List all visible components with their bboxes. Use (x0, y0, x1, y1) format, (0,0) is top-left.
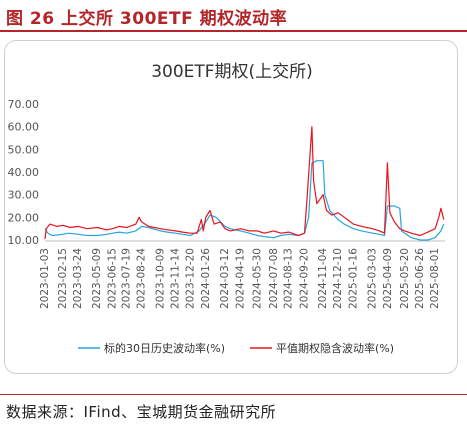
x-tick-label: 2024-03-12 (219, 248, 231, 309)
x-axis: 2023-01-03 2023-02-15 2023-03-24 2023-05-09… (39, 240, 445, 309)
x-tick-label: 2023-11-14 (170, 248, 182, 309)
y-tick-label: 60.00 (8, 121, 40, 134)
x-tick-label: 2023-12-20 (184, 248, 196, 309)
y-tick-label: 10.00 (8, 234, 40, 247)
bottom-rule (0, 394, 467, 395)
x-tick-label: 2023-01-03 (39, 248, 51, 309)
top-rule (0, 30, 467, 32)
series-line-implied-volatility (44, 126, 445, 239)
x-tick-label: 2023-07-19 (121, 248, 133, 309)
x-tick-label: 2025-01-16 (347, 248, 359, 309)
y-tick-label: 50.00 (8, 143, 40, 156)
x-tick-label: 2024-05-30 (252, 248, 264, 309)
x-tick-label: 2023-05-09 (91, 248, 103, 309)
x-tick-label: 2024-07-08 (268, 248, 280, 309)
chart-title: 300ETF期权(上交所) (151, 62, 313, 82)
legend-label: 平值期权隐含波动率(%) (276, 341, 394, 355)
x-tick-label: 2025-08-01 (429, 248, 441, 309)
y-tick-label: 40.00 (8, 166, 40, 179)
y-tick-label: 70.00 (8, 98, 40, 111)
x-tick-label: 2024-04-19 (235, 248, 247, 309)
chart-frame (4, 40, 458, 374)
source-note: 数据来源：IFind、宝城期货金融研究所 (6, 403, 277, 421)
y-tick-label: 30.00 (8, 189, 40, 202)
x-tick-label: 2023-06-15 (107, 248, 119, 309)
x-tick-label: 2024-01-26 (200, 248, 212, 309)
x-tick-label: 2023-03-24 (72, 248, 84, 309)
x-tick-label: 2023-08-24 (136, 248, 148, 309)
x-tick-label: 2025-05-20 (399, 248, 411, 309)
series-line-historical-volatility (44, 160, 445, 241)
figure-header: 图 26 上交所 300ETF 期权波动率 (0, 0, 467, 31)
x-tick-label: 2025-06-26 (414, 248, 426, 309)
figure-title: 图 26 上交所 300ETF 期权波动率 (6, 9, 288, 29)
x-tick-label: 2024-12-10 (332, 248, 344, 309)
y-tick-label: 20.00 (8, 211, 40, 224)
x-tick-label: 2024-09-20 (298, 248, 310, 309)
x-tick-label: 2024-08-13 (283, 248, 295, 309)
x-tick-label: 2023-10-09 (155, 248, 167, 309)
x-tick-label: 2025-04-09 (382, 248, 394, 309)
x-tick-label: 2024-11-04 (317, 248, 329, 309)
y-axis: 70.00 60.00 50.00 40.00 30.00 20.00 10.00 (8, 98, 40, 247)
plot-series (44, 126, 445, 241)
legend-label: 标的30日历史波动率(%) (104, 341, 225, 355)
x-tick-label: 2023-02-15 (57, 248, 69, 309)
x-tick-label: 2025-03-03 (366, 248, 378, 309)
legend: 标的30日历史波动率(%) 平值期权隐含波动率(%) (78, 341, 394, 355)
